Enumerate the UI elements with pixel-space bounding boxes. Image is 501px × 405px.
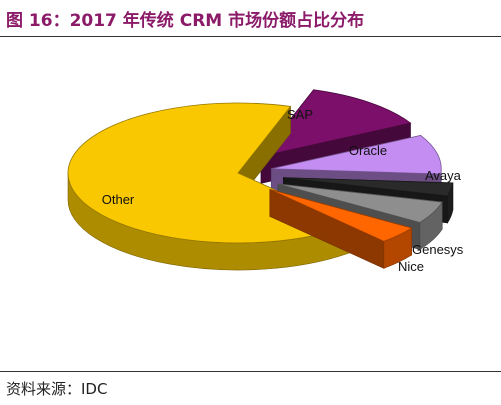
source-divider: [0, 371, 501, 372]
figure-title: 图 16：2017 年传统 CRM 市场份额占比分布: [6, 11, 365, 31]
slice-label-nice: Nice: [398, 259, 424, 274]
slice-nice: [269, 188, 413, 269]
slice-label-genesys: Genesys: [412, 242, 464, 257]
source-note: 资料来源：IDC: [6, 380, 108, 398]
slice-label-oracle: Oracle: [349, 143, 387, 158]
title-divider: [0, 36, 501, 37]
slice-label-avaya: Avaya: [425, 168, 462, 183]
slice-label-sap: SAP: [287, 107, 313, 122]
slice-label-other: Other: [102, 192, 135, 207]
pie-chart: SAP Oracle Avaya Genesys Nice Other: [67, 88, 464, 274]
